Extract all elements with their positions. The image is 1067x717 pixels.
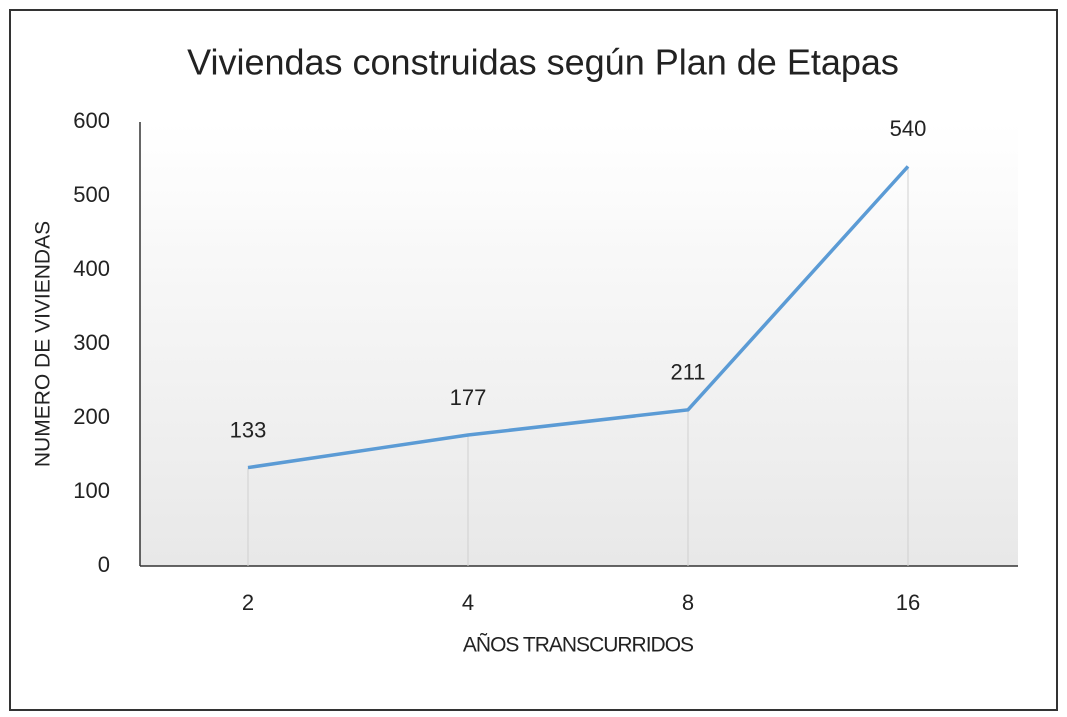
series-line: [247, 165, 910, 470]
data-label: 540: [890, 116, 927, 141]
x-tick-label: 16: [896, 590, 920, 615]
x-tick-label: 2: [242, 590, 254, 615]
x-axis-title: AÑOS TRANSCURRIDOS: [463, 633, 694, 657]
data-label: 211: [670, 360, 705, 385]
data-label: 133: [230, 417, 267, 442]
y-axis-title: NUMERO DE VIVIENDAS: [32, 221, 55, 467]
y-tick-label: 400: [73, 256, 110, 281]
data-label: 177: [450, 385, 487, 410]
y-tick-label: 500: [73, 182, 110, 207]
x-tick-label: 4: [462, 590, 474, 615]
x-tick-label: 8: [682, 590, 694, 615]
y-tick-label: 600: [73, 108, 110, 133]
chart-title: Viviendas construidas según Plan de Etap…: [187, 42, 899, 83]
y-tick-label: 0: [98, 552, 110, 577]
y-tick-label: 100: [73, 478, 110, 503]
y-tick-label: 200: [73, 404, 110, 429]
plot-area: [140, 122, 1018, 566]
y-tick-label: 300: [73, 330, 110, 355]
